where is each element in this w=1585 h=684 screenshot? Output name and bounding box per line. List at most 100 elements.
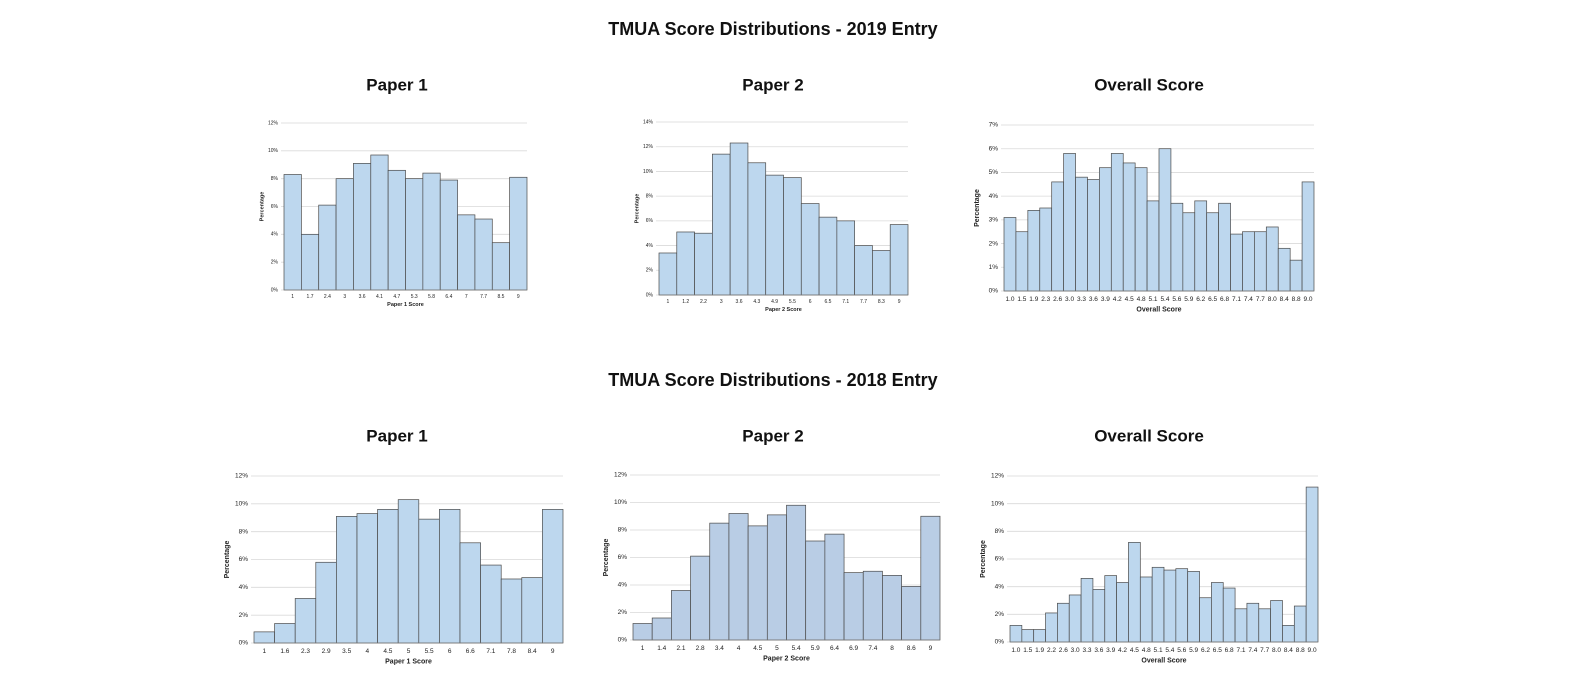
x-tick-label: 7.1 — [1232, 296, 1241, 303]
x-tick-label: 6.8 — [1220, 296, 1229, 303]
bar — [336, 516, 358, 644]
bar — [729, 142, 749, 296]
x-tick-label: 3 — [720, 299, 723, 305]
bar — [283, 174, 302, 291]
x-tick-label: 6.9 — [849, 645, 858, 652]
bar — [709, 522, 730, 641]
bar — [422, 172, 441, 291]
x-tick-label: 3 — [343, 294, 346, 300]
y-tick-label: 7% — [989, 122, 999, 129]
y-tick-label: 2% — [989, 240, 999, 247]
bar — [658, 252, 678, 296]
y-tick-label: 12% — [614, 472, 627, 479]
bar — [651, 617, 672, 641]
y-tick-label: 10% — [614, 499, 627, 506]
x-tick-label: 3.6 — [1094, 647, 1103, 654]
bar — [818, 216, 838, 296]
x-tick-label: 3.0 — [1071, 647, 1080, 654]
y-tick-label: 5% — [989, 169, 999, 176]
x-tick-label: 8.5 — [497, 294, 504, 300]
x-tick-label: 5.5 — [425, 648, 434, 655]
bar — [1075, 176, 1088, 292]
bar — [1068, 594, 1082, 643]
y-axis-label: Percentage — [980, 540, 987, 578]
bar — [1033, 629, 1046, 643]
bar — [294, 598, 317, 644]
y-tick-label: 0% — [646, 292, 654, 298]
x-tick-label: 4.5 — [383, 648, 392, 655]
bar — [1282, 625, 1295, 643]
x-tick-label: 7.4 — [868, 645, 877, 652]
x-tick-label: 1.2 — [682, 299, 689, 305]
bar — [1182, 212, 1196, 292]
chart-title: Overall Score — [1094, 75, 1204, 94]
y-tick-label: 2% — [995, 611, 1005, 618]
bar — [1122, 162, 1136, 292]
bar — [1289, 259, 1303, 292]
x-tick-label: 6.2 — [1196, 296, 1205, 303]
x-tick-label: 5.4 — [792, 645, 801, 652]
x-tick-label: 9 — [551, 648, 555, 655]
x-tick-label: 4.8 — [1142, 647, 1151, 654]
bar — [1039, 207, 1053, 292]
bar — [920, 515, 941, 641]
x-tick-label: 5.1 — [1154, 647, 1163, 654]
bar — [843, 572, 864, 641]
y-axis-label: Percentage — [259, 192, 265, 222]
bar — [1063, 153, 1076, 292]
x-tick-label: 1.4 — [657, 645, 666, 652]
bar — [1187, 571, 1200, 643]
x-tick-label: 5.6 — [1172, 296, 1181, 303]
x-tick-label: 1.7 — [307, 294, 314, 300]
x-tick-label: 6.5 — [824, 299, 831, 305]
x-tick-label: 7.1 — [1236, 647, 1245, 654]
bar — [521, 577, 543, 644]
bar — [1104, 575, 1117, 643]
x-tick-label: 6 — [809, 299, 812, 305]
y-tick-label: 8% — [646, 193, 654, 199]
x-tick-label: 7.1 — [842, 299, 849, 305]
y-tick-label: 0% — [989, 288, 999, 295]
x-tick-label: 8.8 — [1296, 647, 1305, 654]
x-tick-label: 6.8 — [1225, 647, 1234, 654]
bar — [418, 518, 440, 644]
bar — [747, 162, 767, 296]
x-tick-label: 4.7 — [393, 294, 400, 300]
x-tick-label: 8.4 — [1284, 647, 1293, 654]
bar — [872, 250, 891, 296]
bar — [1222, 587, 1236, 643]
x-tick-label: 7.7 — [480, 294, 487, 300]
x-tick-label: 6.2 — [1201, 647, 1210, 654]
x-tick-label: 6.5 — [1213, 647, 1222, 654]
chart-title: Paper 2 — [742, 75, 803, 94]
y-tick-label: 6% — [646, 218, 654, 224]
bar — [353, 163, 372, 291]
bar — [542, 509, 564, 644]
y-axis-label: Percentage — [634, 194, 640, 224]
x-tick-label: 5.5 — [789, 299, 796, 305]
x-tick-label: 6.4 — [445, 294, 452, 300]
y-tick-label: 2% — [618, 609, 628, 616]
x-tick-label: 1 — [667, 299, 670, 305]
bar — [1134, 167, 1148, 292]
x-tick-label: 4.2 — [1118, 647, 1127, 654]
bar — [712, 153, 731, 296]
x-tick-label: 9.0 — [1304, 296, 1313, 303]
y-tick-label: 0% — [995, 639, 1005, 646]
x-tick-label: 2.3 — [301, 648, 310, 655]
x-tick-label: 5.6 — [1177, 647, 1186, 654]
bar — [836, 220, 855, 296]
bar — [405, 178, 424, 291]
x-tick-label: 5.3 — [411, 294, 418, 300]
y-tick-label: 10% — [991, 500, 1004, 507]
x-axis-label: Paper 2 Score — [763, 656, 810, 663]
chart-title: Paper 1 — [366, 426, 427, 445]
bar — [671, 590, 691, 641]
bar — [1080, 578, 1094, 643]
y-axis-label: Percentage — [974, 189, 981, 227]
x-tick-label: 2.1 — [676, 645, 685, 652]
bar — [1194, 200, 1208, 292]
bar — [889, 224, 909, 296]
y-tick-label: 8% — [995, 528, 1005, 535]
